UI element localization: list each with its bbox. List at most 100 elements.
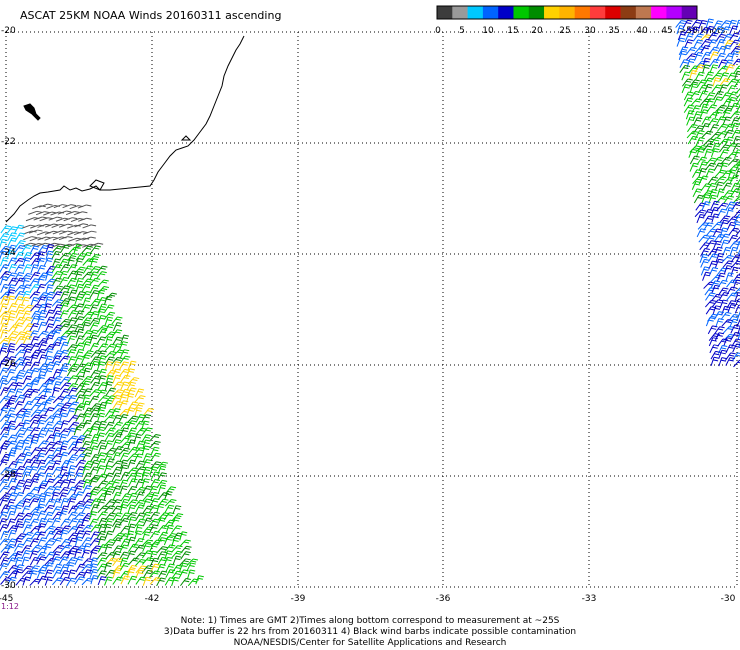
wind-barb	[707, 176, 719, 185]
wind-barb	[15, 309, 25, 319]
wind-barb	[104, 361, 114, 371]
wind-barb	[705, 228, 717, 237]
wind-barb	[58, 428, 71, 436]
wind-barb	[21, 439, 30, 449]
wind-barb	[0, 329, 9, 339]
wind-barb	[59, 302, 70, 312]
wind-barb	[179, 558, 191, 566]
wind-barb	[75, 459, 86, 468]
wind-barb	[692, 33, 704, 42]
wind-barb	[6, 543, 16, 553]
wind-barb	[22, 264, 33, 274]
wind-barb	[29, 459, 41, 468]
wind-barb	[22, 426, 34, 436]
wind-barb	[38, 388, 50, 396]
wind-barb	[97, 308, 106, 318]
wind-barb	[735, 93, 740, 101]
wind-barb	[149, 498, 160, 507]
wind-barb	[704, 71, 714, 81]
wind-barb	[695, 137, 705, 147]
wind-barb	[28, 210, 42, 215]
wind-barb	[6, 434, 18, 443]
wind-barb	[164, 490, 173, 501]
wind-barb	[6, 376, 18, 385]
wind-barb	[90, 445, 99, 455]
wind-barb	[43, 376, 56, 385]
wind-barb	[58, 486, 70, 495]
wind-barb	[45, 271, 54, 281]
wind-barb	[171, 517, 181, 527]
wind-barb	[30, 367, 40, 377]
wind-barb	[134, 395, 146, 403]
wind-barb	[82, 498, 94, 507]
wind-barb	[681, 84, 691, 94]
wind-barb	[81, 317, 93, 326]
wind-barb	[52, 420, 64, 429]
wind-barb	[0, 479, 10, 487]
wind-barb	[6, 399, 15, 409]
wind-barb	[696, 156, 708, 166]
wind-barb	[0, 347, 7, 356]
wind-barb	[7, 478, 18, 487]
wind-barb	[30, 310, 41, 320]
wind-barb	[15, 369, 26, 379]
wind-barb	[59, 276, 70, 286]
wind-barb	[82, 542, 92, 553]
wind-barb	[7, 425, 16, 435]
wind-barb	[731, 50, 740, 60]
wind-barb	[726, 142, 738, 151]
wind-barb	[14, 361, 26, 370]
longitude-label: -39	[290, 594, 306, 604]
wind-barb	[698, 234, 710, 243]
wind-barb	[21, 545, 32, 554]
wind-barb	[6, 348, 16, 358]
wind-barb	[689, 162, 699, 172]
wind-barb	[37, 480, 49, 489]
wind-barb	[21, 272, 33, 281]
wind-barb	[0, 270, 11, 279]
wind-barb	[111, 329, 123, 338]
wind-barb	[44, 447, 56, 456]
wind-barb	[712, 228, 723, 238]
wind-barb	[172, 505, 182, 515]
wind-barb	[127, 427, 138, 437]
wind-barb	[96, 458, 107, 468]
wind-barb	[111, 479, 121, 488]
wind-barb	[37, 292, 49, 300]
wind-barb	[714, 181, 724, 191]
wind-barb	[30, 544, 42, 553]
wind-barb	[119, 562, 130, 572]
colorbar-swatch	[559, 6, 575, 19]
wind-barb	[74, 355, 84, 365]
longitude-label: -45	[0, 594, 14, 604]
wind-barb	[43, 485, 56, 494]
wind-barb	[66, 367, 77, 377]
wind-barb	[51, 466, 63, 476]
wind-barb	[713, 96, 723, 106]
wind-barb	[7, 244, 17, 254]
wind-barb	[96, 557, 108, 566]
wind-barb	[14, 331, 26, 339]
wind-barb	[15, 533, 27, 541]
wind-barb	[730, 45, 740, 54]
wind-barb	[156, 517, 167, 527]
wind-barb	[21, 408, 33, 417]
wind-barb	[0, 459, 9, 467]
wind-barb	[678, 46, 689, 56]
wind-barb	[120, 575, 130, 585]
wind-barb	[135, 565, 147, 574]
wind-barb	[148, 570, 161, 579]
wind-barb	[44, 323, 55, 333]
wind-barb	[74, 375, 85, 385]
wind-barb	[691, 181, 701, 190]
wind-barb	[141, 414, 152, 423]
wind-barb	[134, 559, 147, 567]
wind-barb	[22, 478, 33, 488]
wind-barb	[728, 227, 740, 236]
wind-barb	[156, 479, 168, 489]
wind-barb	[103, 304, 115, 313]
wind-barb	[81, 291, 92, 300]
wind-barb	[77, 204, 92, 209]
wind-barb	[30, 264, 39, 274]
wind-map	[0, 18, 740, 588]
